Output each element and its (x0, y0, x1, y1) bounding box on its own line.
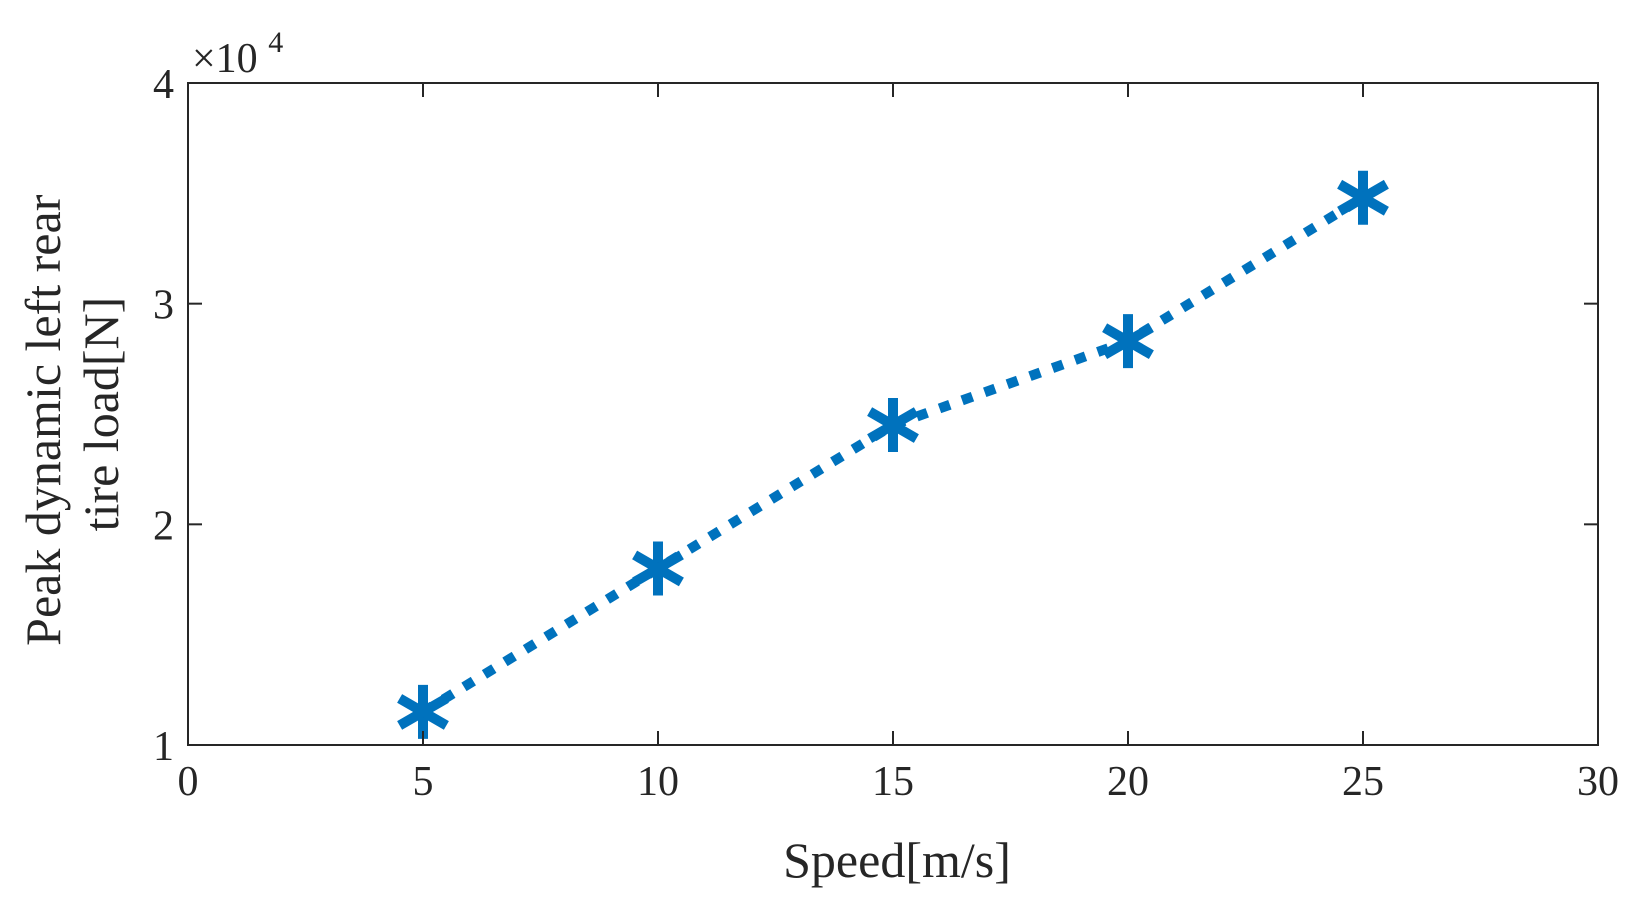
x-tick-label: 5 (413, 759, 434, 805)
y-axis-scale-base: ×10 (192, 36, 258, 82)
y-axis-label-line-1: Peak dynamic left rear (15, 194, 71, 646)
x-tick-label: 15 (872, 759, 914, 805)
ticks-layer (187, 82, 1599, 746)
data-point-asterisk (1337, 170, 1389, 225)
tick-labels-layer: 0 5 10 15 20 25 30 1 2 3 4 (153, 62, 1619, 805)
series-layer (397, 170, 1389, 739)
data-point-asterisk (867, 398, 919, 453)
data-point-asterisk (397, 684, 449, 739)
y-axis-label-line-2: tire load[N] (73, 297, 129, 532)
y-axis-scale-factor: ×10 4 (192, 26, 283, 82)
y-tick-label: 3 (153, 283, 174, 329)
x-tick-label: 30 (1577, 759, 1619, 805)
y-tick-label: 4 (153, 62, 174, 108)
y-axis-label: Peak dynamic left rear tire load[N] (15, 182, 129, 646)
x-tick-label: 20 (1107, 759, 1149, 805)
y-axis-scale-exponent: 4 (268, 26, 283, 59)
series-line (420, 193, 1366, 717)
data-point-asterisk (632, 541, 684, 596)
x-tick-label: 0 (178, 759, 199, 805)
x-tick-label: 10 (637, 759, 679, 805)
y-tick-label: 1 (153, 724, 174, 770)
x-tick-label: 25 (1342, 759, 1384, 805)
x-axis-label: Speed[m/s] (783, 832, 1011, 888)
data-point-asterisk (1102, 314, 1154, 369)
y-tick-label: 2 (153, 503, 174, 549)
